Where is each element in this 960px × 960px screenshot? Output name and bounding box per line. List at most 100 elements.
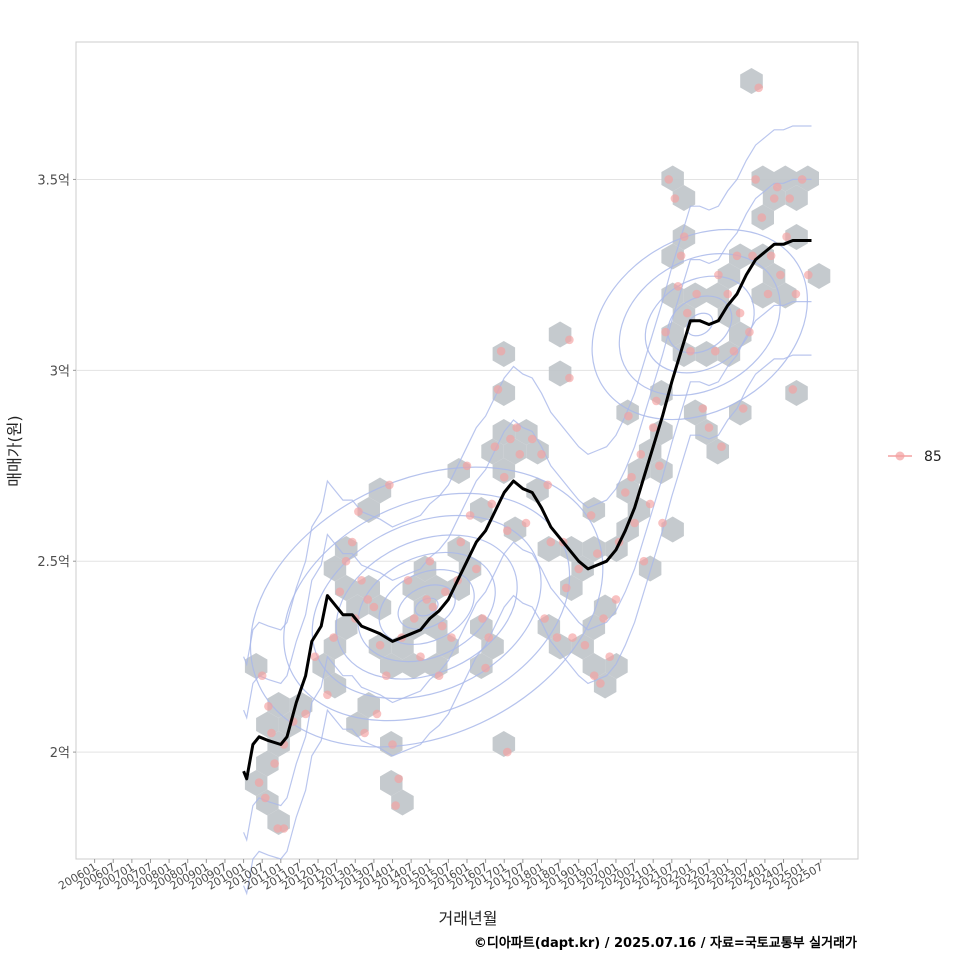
data-point: [462, 461, 472, 471]
data-point: [394, 774, 404, 784]
data-point: [621, 488, 630, 497]
y-axis-title: 매매가(원): [5, 415, 24, 486]
legend: 85: [888, 449, 942, 465]
data-point: [782, 232, 791, 241]
hex-bin: [717, 263, 741, 289]
x-axis-title: 거래년월: [439, 909, 498, 928]
legend-entry: 85: [924, 449, 942, 465]
data-point: [729, 346, 739, 356]
data-point: [347, 537, 357, 547]
data-point: [335, 587, 345, 597]
data-point: [686, 346, 695, 356]
data-point: [310, 652, 320, 661]
data-point: [341, 556, 351, 566]
data-point: [254, 778, 264, 787]
data-point: [354, 507, 363, 516]
y-tick-label: 2.5억: [37, 555, 70, 570]
data-point: [261, 793, 270, 803]
data-point: [745, 327, 754, 337]
data-point: [267, 728, 276, 738]
data-point: [723, 289, 732, 299]
data-point: [465, 511, 475, 520]
hex-bin: [267, 692, 290, 718]
y-tick-label: 3억: [50, 364, 70, 379]
hex-bin: [751, 165, 774, 192]
data-point: [788, 385, 798, 394]
data-point: [512, 423, 521, 432]
density-contour: [591, 228, 808, 421]
data-point: [568, 633, 577, 642]
data-point: [574, 564, 583, 574]
data-point: [611, 595, 621, 604]
data-point: [382, 671, 391, 680]
hex-bin: [785, 185, 808, 211]
data-point: [751, 175, 760, 184]
density-contour: [357, 551, 496, 663]
data-point: [748, 251, 757, 261]
data-point: [388, 740, 397, 749]
data-point: [499, 472, 509, 482]
data-point: [596, 679, 605, 688]
data-point: [717, 442, 726, 452]
hex-bin: [672, 185, 696, 211]
data-point: [493, 385, 503, 394]
data-point: [360, 728, 369, 738]
data-point: [478, 614, 487, 623]
data-point: [763, 289, 773, 299]
density-contour-band: [243, 354, 812, 896]
y-tick-label: 2억: [50, 746, 70, 761]
data-point: [711, 346, 720, 356]
hex-bin: [323, 555, 347, 582]
hex-bin: [717, 302, 741, 328]
data-point: [562, 583, 571, 593]
hex-bin: [425, 614, 448, 640]
data-point: [670, 194, 680, 203]
hex-bin: [458, 555, 482, 582]
hex-bin: [492, 458, 516, 484]
hex-bin: [627, 497, 651, 523]
data-point: [409, 614, 419, 623]
density-contour-band: [243, 125, 812, 667]
data-point: [490, 442, 500, 452]
data-point: [636, 450, 646, 459]
hex-bin: [661, 516, 684, 543]
data-point: [425, 556, 435, 566]
data-point: [773, 182, 782, 192]
data-point: [264, 702, 273, 711]
data-point: [599, 614, 608, 623]
data-point: [785, 194, 794, 203]
hex-bin: [470, 653, 493, 679]
data-point: [257, 671, 267, 680]
hex-bin: [807, 263, 831, 289]
data-point: [769, 194, 779, 203]
data-point: [586, 511, 596, 520]
hex-bin: [526, 477, 549, 504]
data-point: [456, 537, 466, 547]
hex-bin: [729, 321, 752, 348]
data-point: [797, 175, 807, 184]
data-point: [589, 671, 599, 680]
caption: ©디아파트(dapt.kr) / 2025.07.16 / 자료=국토교통부 실…: [474, 935, 857, 951]
data-point: [496, 346, 506, 356]
data-point: [515, 450, 525, 459]
data-point: [679, 232, 689, 241]
data-point: [735, 308, 745, 318]
data-point: [627, 472, 636, 482]
data-point: [714, 270, 723, 280]
data-point: [487, 499, 497, 509]
data-point: [363, 595, 373, 604]
data-point: [664, 175, 673, 184]
data-point: [521, 518, 531, 528]
hex-bin: [638, 438, 662, 465]
data-point: [754, 83, 763, 93]
data-point: [791, 289, 801, 299]
legend-key-point: [895, 451, 905, 461]
data-point: [441, 587, 450, 597]
hex-bin: [762, 263, 786, 289]
data-point: [552, 633, 562, 642]
data-point: [593, 549, 602, 558]
data-point: [543, 480, 552, 490]
data-point: [648, 423, 658, 432]
trend-line: [242, 239, 812, 781]
data-point: [652, 396, 661, 406]
